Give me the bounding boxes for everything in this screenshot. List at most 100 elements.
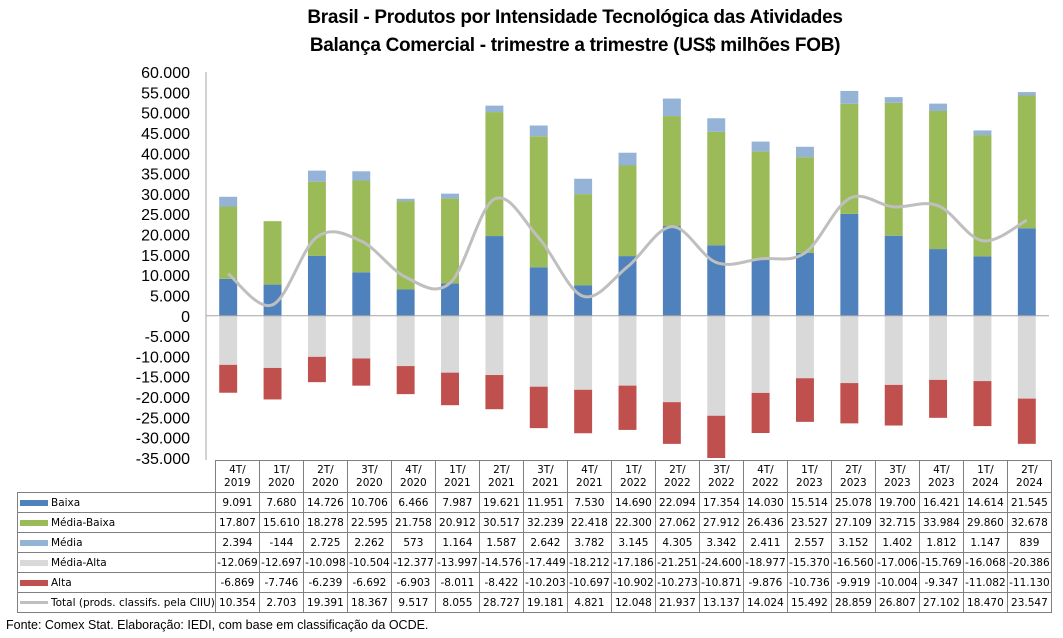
bar-m-dia [973, 130, 992, 136]
data-cell: 30.517 [478, 512, 524, 533]
bar-m-dia-alta [529, 315, 548, 387]
bar-m-dia-baixa [618, 165, 637, 257]
legend-swatch [20, 539, 48, 546]
bar-m-dia-baixa [307, 181, 326, 256]
y-tick-label: -20.000 [136, 390, 190, 407]
bar-m-dia-alta [707, 315, 726, 416]
data-cell: -10.697 [566, 572, 612, 593]
data-cell: 22.094 [654, 492, 700, 513]
data-cell: 27.109 [830, 512, 876, 533]
legend-entry: Média [17, 532, 216, 553]
data-cell: 15.610 [258, 512, 304, 533]
data-cell: 2.703 [258, 592, 304, 613]
data-cell: 2.725 [302, 532, 348, 553]
data-cell: -16.068 [962, 552, 1008, 573]
bar-baixa [707, 245, 726, 316]
data-cell: 23.527 [786, 512, 832, 533]
data-cell: 27.102 [918, 592, 964, 613]
data-cell: 14.614 [962, 492, 1008, 513]
data-cell: 15.492 [786, 592, 832, 613]
bar-m-dia-baixa [884, 102, 903, 236]
data-cell: -12.697 [258, 552, 304, 573]
data-cell: -16.560 [830, 552, 876, 573]
data-cell: -24.600 [698, 552, 744, 573]
data-cell: -9.876 [742, 572, 788, 593]
bar-alta [618, 385, 637, 430]
data-cell: -6.903 [390, 572, 436, 593]
bar-m-dia [307, 170, 326, 182]
data-cell: 19.621 [478, 492, 524, 513]
category-quarter: 2T/ [669, 463, 686, 476]
category-label: 2T/2020 [302, 460, 348, 493]
bar-m-dia-alta [796, 315, 814, 379]
data-cell: 3.145 [610, 532, 656, 553]
data-cell: -12.069 [214, 552, 260, 573]
chart-plot: 60.000 55.000 50.000 45.000 40.000 35.000 30.0… [136, 65, 1049, 468]
data-cell: 27.912 [698, 512, 744, 533]
bars-group [219, 90, 1036, 458]
bar-alta [973, 381, 992, 427]
y-tick-label: -30.000 [136, 431, 190, 448]
data-cell: 23.547 [1006, 592, 1052, 613]
category-year: 2021 [488, 476, 515, 489]
category-year: 2021 [444, 476, 471, 489]
category-quarter: 1T/ [801, 463, 818, 476]
data-cell: 1.812 [918, 532, 964, 553]
bar-m-dia [751, 141, 770, 152]
bar-m-dia-baixa [574, 194, 593, 286]
bar-baixa [529, 267, 548, 316]
data-cell: -144 [258, 532, 304, 553]
data-cell: 33.984 [918, 512, 964, 533]
bar-m-dia-baixa [662, 116, 681, 227]
data-cell: 17.807 [214, 512, 260, 533]
y-tick-label: 5.000 [150, 288, 190, 305]
data-cell: 21.937 [654, 592, 700, 613]
data-cell: -17.449 [522, 552, 568, 573]
data-cell: 13.137 [698, 592, 744, 613]
bar-m-dia-baixa [707, 131, 726, 246]
bar-m-dia [884, 97, 903, 103]
category-label: 3T/2022 [698, 460, 744, 493]
bar-alta [884, 384, 903, 426]
y-tick-label: -15.000 [136, 370, 190, 387]
legend-entry: Alta [17, 572, 216, 593]
category-quarter: 4T/ [933, 463, 950, 476]
category-year: 2023 [928, 476, 955, 489]
bar-baixa [352, 272, 371, 316]
data-cell: -17.006 [874, 552, 920, 573]
bar-alta [796, 378, 814, 422]
category-quarter: 3T/ [713, 463, 730, 476]
category-year: 2024 [972, 476, 999, 489]
bar-m-dia-baixa [441, 198, 459, 284]
category-year: 2024 [1016, 476, 1043, 489]
data-cell: -7.746 [258, 572, 304, 593]
bar-alta [574, 389, 593, 434]
category-label: 2T/2024 [1006, 460, 1052, 493]
data-cell: 15.514 [786, 492, 832, 513]
y-tick-label: 30.000 [141, 187, 190, 204]
bar-baixa [263, 284, 282, 316]
bar-m-dia-alta [219, 315, 238, 365]
data-cell: 19.181 [522, 592, 568, 613]
data-cell: 27.062 [654, 512, 700, 533]
table-row: Média-Alta -12.069 -12.697 -10.098 -10.504 -1… [17, 552, 1052, 573]
data-cell: 9.091 [214, 492, 260, 513]
category-year: 2023 [840, 476, 867, 489]
bar-baixa [884, 235, 903, 316]
chart-title: Brasil - Produtos por Intensidade Tecnol… [307, 7, 843, 28]
chart-subtitle: Balança Comercial - trimestre a trimestr… [309, 35, 841, 56]
data-cell: 18.278 [302, 512, 348, 533]
y-tick-label: -10.000 [136, 349, 190, 366]
category-quarter: 4T/ [581, 463, 598, 476]
bar-m-dia [618, 152, 637, 166]
bar-m-dia-alta [1017, 315, 1036, 399]
y-tick-label: 25.000 [141, 207, 190, 224]
bar-m-dia-baixa [263, 221, 282, 285]
data-cell: 28.727 [478, 592, 524, 613]
bar-baixa [307, 255, 326, 316]
data-cell: -8.422 [478, 572, 524, 593]
bar-m-dia-baixa [840, 103, 859, 214]
data-cell: 22.595 [346, 512, 392, 533]
data-cell: 1.587 [478, 532, 524, 553]
category-quarter: 1T/ [273, 463, 290, 476]
